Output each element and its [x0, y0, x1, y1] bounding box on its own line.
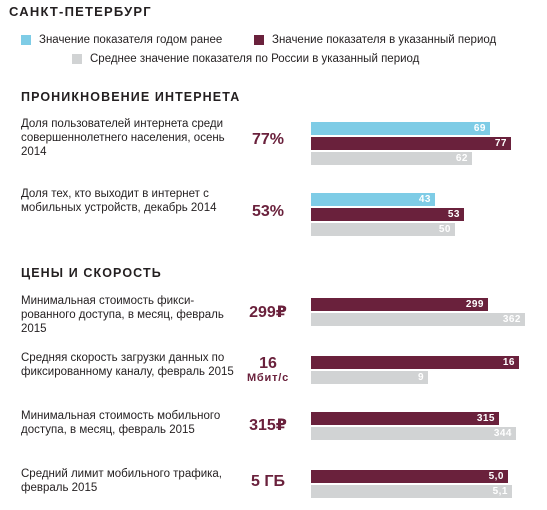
metric-value: 77% — [233, 131, 303, 148]
section-title-internet: ПРОНИКНОВЕНИЕ ИНТЕРНЕТА — [21, 90, 241, 104]
metric-label: Средняя скорость загрузки данных по фикс… — [21, 352, 234, 378]
bar-cur: 315 — [311, 412, 499, 425]
metric-value-number: 5 ГБ — [251, 473, 285, 490]
legend-item-cur: Значение показателя в указанный период — [254, 34, 496, 46]
bar-avg: 50 — [311, 223, 455, 236]
legend-swatch-cur — [254, 35, 264, 45]
bar-prev: 69 — [311, 122, 490, 135]
bar-cur: 77 — [311, 137, 511, 150]
metric-value-number: 299₽ — [249, 304, 287, 321]
bar-avg: 5,1 — [311, 485, 512, 498]
legend-swatch-prev — [21, 35, 31, 45]
bar-value-label: 50 — [438, 224, 451, 235]
bar-value-label: 299 — [465, 299, 484, 310]
legend-label-cur: Значение показателя в указанный период — [272, 34, 497, 46]
metric-value: 315₽ — [233, 417, 303, 434]
bar-value-label: 16 — [502, 357, 515, 368]
metric-value: 5 ГБ — [233, 473, 303, 490]
bar-cur: 299 — [311, 298, 488, 311]
bar-value-label: 9 — [417, 372, 424, 383]
metric-label: Доля пользователей интернета среди совер… — [21, 118, 225, 158]
legend-item-avg: Среднее значение показателя по России в … — [72, 53, 419, 65]
bar-value-label: 77 — [494, 138, 507, 149]
bar-value-label: 5,0 — [488, 471, 504, 482]
bar-avg: 62 — [311, 152, 472, 165]
bar-cur: 53 — [311, 208, 464, 221]
bar-value-label: 62 — [455, 153, 468, 164]
metric-value-number: 315₽ — [249, 417, 287, 434]
metric-label: Средний лимит мобильного трафика, феврал… — [21, 468, 222, 494]
metric-value: 53% — [233, 203, 303, 220]
bar-value-label: 362 — [502, 314, 521, 325]
metric-value-unit: Мбит/с — [246, 372, 290, 384]
bar-value-label: 315 — [476, 413, 495, 424]
section-title-prices: ЦЕНЫ И СКОРОСТЬ — [21, 266, 162, 280]
bar-value-label: 43 — [418, 194, 431, 205]
metric-label: Минимальная стоимость мобильного доступа… — [21, 410, 221, 436]
legend-label-prev: Значение показателя годом ранее — [39, 34, 223, 46]
bar-value-label: 5,1 — [492, 486, 508, 497]
page-title: САНКТ-ПЕТЕРБУРГ — [9, 4, 152, 19]
metric-value-number: 16 — [259, 355, 277, 372]
legend-label-avg: Среднее значение показателя по России в … — [90, 53, 420, 65]
metric-label: Доля тех, кто выходит в интернет с мобил… — [21, 188, 217, 214]
bar-avg: 344 — [311, 427, 516, 440]
bar-prev: 43 — [311, 193, 435, 206]
bar-avg: 362 — [311, 313, 525, 326]
bar-value-label: 69 — [473, 123, 486, 134]
bar-avg: 9 — [311, 371, 428, 384]
bar-value-label: 344 — [493, 428, 512, 439]
metric-label: Минимальная стоимость фикси-рованного до… — [21, 295, 224, 335]
metric-value-number: 77% — [251, 131, 285, 148]
metric-value: 16 Мбит/с — [233, 355, 303, 385]
metric-value: 299₽ — [233, 304, 303, 321]
metric-value-number: 53% — [251, 203, 285, 220]
bar-cur: 16 — [311, 356, 519, 369]
legend-swatch-avg — [72, 54, 82, 64]
bar-value-label: 53 — [447, 209, 460, 220]
legend-item-prev: Значение показателя годом ранее — [21, 34, 222, 46]
bar-cur: 5,0 — [311, 470, 508, 483]
